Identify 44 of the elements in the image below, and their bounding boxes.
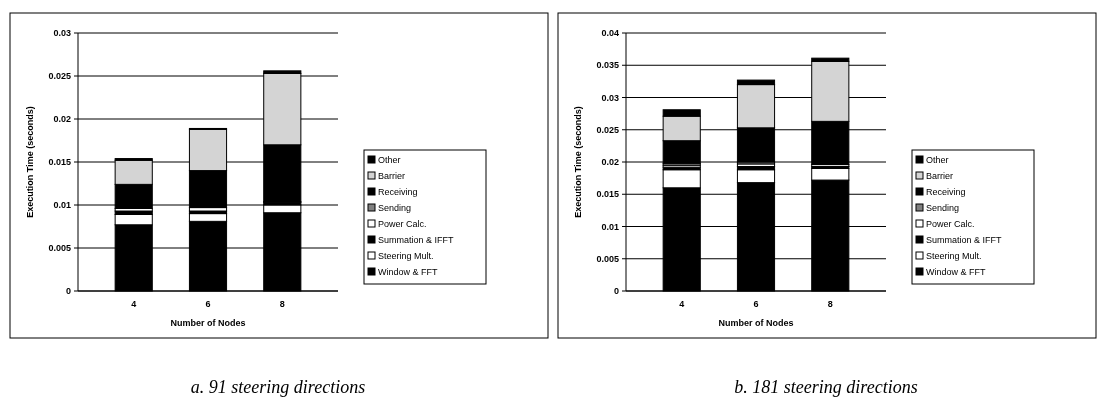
legend-label: Receiving [378, 187, 418, 198]
legend-label: Summation & IFFT [926, 235, 1003, 246]
legend-label: Receiving [926, 187, 966, 198]
y-tick-label: 0.015 [596, 189, 619, 200]
x-tick-label: 6 [205, 299, 211, 309]
y-tick-label: 0.03 [53, 28, 71, 39]
y-tick-label: 0 [613, 286, 619, 297]
y-tick-label: 0.04 [601, 28, 619, 39]
x-tick-label: 4 [131, 299, 137, 309]
y-tick-label: 0.02 [53, 114, 71, 125]
legend-label: Other [926, 155, 949, 166]
legend-label: Steering Mult. [926, 251, 982, 262]
y-tick-label: 0 [65, 286, 71, 297]
text: b. 181 steering directions [734, 377, 918, 397]
legend-label: Window & FFT [926, 267, 987, 278]
x-axis-title: Number of Nodes [170, 318, 246, 328]
legend-label: Power Calc. [926, 219, 975, 230]
y-tick-label: 0.025 [48, 71, 71, 82]
y-tick-label: 0.01 [601, 221, 619, 232]
x-tick-label: 8 [827, 299, 833, 309]
x-axis-title: Number of Nodes [718, 318, 794, 328]
legend-label: Barrier [378, 171, 406, 182]
legend-label: Sending [926, 203, 960, 214]
y-tick-label: 0.005 [596, 253, 619, 264]
y-tick-label: 0.025 [596, 124, 619, 135]
y-axis-title: Execution Time (seconds) [573, 106, 583, 218]
legend-label: Window & FFT [378, 267, 439, 278]
legend-label: Summation & IFFT [378, 235, 455, 246]
y-tick-label: 0.01 [53, 200, 71, 211]
legend-label: Barrier [926, 171, 954, 182]
legend-label: Steering Mult. [378, 251, 434, 262]
x-tick-label: 8 [279, 299, 285, 309]
x-tick-label: 4 [679, 299, 685, 309]
legend-label: Other [378, 155, 401, 166]
y-tick-label: 0.03 [601, 92, 619, 103]
y-axis-title: Execution Time (seconds) [25, 106, 35, 218]
x-tick-label: 6 [753, 299, 759, 309]
y-tick-label: 0.015 [48, 157, 71, 168]
text: a. 91 steering directions [190, 377, 366, 397]
y-tick-label: 0.005 [48, 243, 71, 254]
legend-label: Sending [378, 203, 412, 214]
legend-label: Power Calc. [378, 219, 427, 230]
y-tick-label: 0.035 [596, 60, 619, 71]
y-tick-label: 0.02 [601, 157, 619, 168]
